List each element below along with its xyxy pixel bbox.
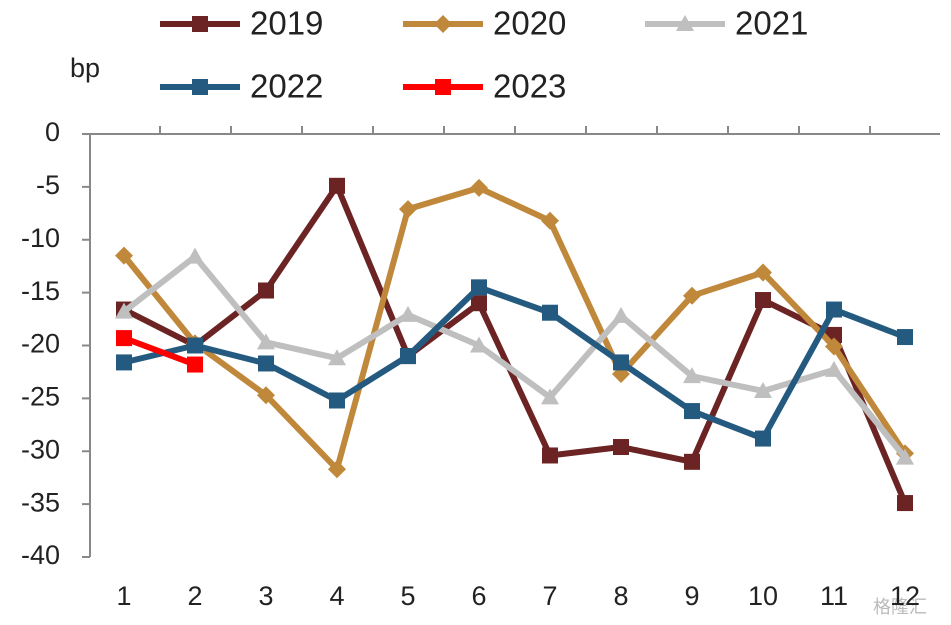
data-point [684, 453, 700, 470]
legend-marker [434, 15, 452, 33]
data-point [187, 356, 203, 373]
data-point [187, 337, 203, 354]
x-tick-label: 9 [684, 581, 699, 611]
x-tick-label: 3 [258, 581, 273, 611]
data-point [399, 305, 417, 322]
data-point [755, 292, 771, 309]
data-point [755, 430, 771, 447]
series-line [122, 335, 197, 368]
data-point [613, 439, 629, 456]
data-point [897, 495, 913, 512]
legend-marker [192, 79, 208, 95]
y-tick-label: -10 [21, 223, 60, 253]
data-point [116, 354, 132, 371]
y-tick-label: -15 [21, 276, 60, 306]
data-point [897, 329, 913, 346]
data-point [257, 386, 275, 405]
data-point [541, 388, 559, 405]
y-tick-label: 0 [45, 117, 60, 147]
data-point [258, 282, 274, 299]
data-point [471, 295, 487, 312]
data-point [116, 330, 132, 347]
data-point [825, 360, 843, 377]
data-point [896, 448, 914, 465]
data-point [541, 211, 559, 230]
data-point [542, 447, 558, 464]
x-tick-label: 2 [187, 581, 202, 611]
data-point [470, 336, 488, 353]
legend-marker [192, 16, 208, 32]
data-point [826, 301, 842, 318]
series-line [122, 253, 908, 460]
watermark: 格隆汇 [873, 597, 927, 617]
x-tick-label: 5 [400, 581, 415, 611]
legend-label: 2022 [250, 68, 323, 105]
data-point [754, 381, 772, 398]
data-point [400, 348, 416, 365]
data-point [399, 200, 417, 219]
legend-label: 2023 [493, 68, 566, 105]
x-tick-label: 12 [890, 581, 920, 611]
x-tick-label: 10 [748, 581, 778, 611]
data-point [186, 247, 204, 264]
data-point [258, 355, 274, 372]
y-tick-label: -25 [21, 382, 60, 412]
series-line [121, 184, 908, 473]
data-point [825, 337, 843, 356]
data-point [684, 403, 700, 420]
data-point [328, 349, 346, 366]
y-tick-label: -30 [21, 434, 60, 464]
series-line [123, 284, 907, 442]
x-tick-label: 7 [542, 581, 557, 611]
x-tick-label: 8 [613, 581, 628, 611]
data-point [115, 302, 133, 319]
y-tick-label: -40 [21, 540, 60, 570]
legend-marker [435, 79, 451, 95]
x-tick-label: 1 [116, 581, 131, 611]
series-line [122, 182, 908, 505]
legend-label: 2021 [735, 5, 808, 42]
data-point [612, 306, 630, 323]
data-point [754, 263, 772, 282]
x-tick-label: 4 [329, 581, 344, 611]
data-point [542, 304, 558, 321]
data-point [683, 286, 701, 305]
data-point [328, 460, 346, 479]
data-point [115, 246, 133, 265]
data-point [470, 178, 488, 197]
legend-marker [676, 15, 694, 31]
data-point [613, 354, 629, 371]
y-tick-label: -35 [21, 487, 60, 517]
data-point [329, 392, 345, 409]
data-point [471, 279, 487, 296]
data-point [329, 177, 345, 194]
x-tick-label: 11 [820, 581, 848, 611]
x-tick-label: 6 [471, 581, 486, 611]
y-tick-label: -5 [36, 170, 60, 200]
legend-label: 2019 [250, 5, 323, 42]
legend-label: 2020 [493, 5, 566, 42]
y-axis-label: bp [70, 53, 100, 83]
y-tick-label: -20 [21, 329, 60, 359]
data-point [683, 367, 701, 384]
data-point [257, 333, 275, 350]
